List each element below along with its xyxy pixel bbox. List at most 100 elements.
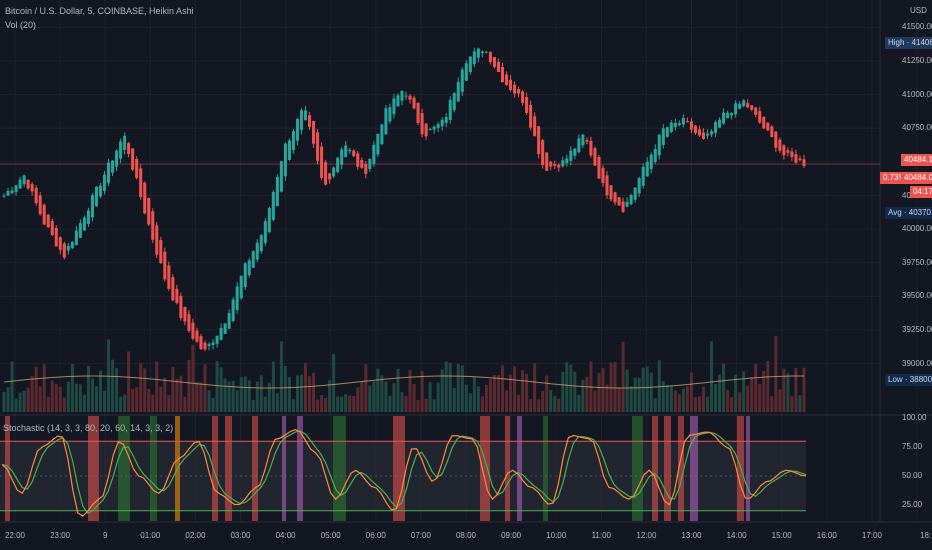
volume-bar (98, 370, 102, 412)
volume-bar (726, 390, 730, 412)
time-axis-label: 13:00 (681, 531, 702, 540)
volume-bar (613, 362, 617, 412)
candle-body (227, 313, 231, 329)
candle-body (171, 277, 175, 301)
candle-body (295, 119, 299, 141)
volume-bar (235, 390, 239, 412)
volume-bar (706, 396, 710, 412)
volume-bar (432, 399, 436, 412)
candle-body (328, 173, 332, 180)
stoch-highlight-zone (212, 416, 218, 521)
candle-body (94, 186, 98, 207)
volume-bar (496, 375, 500, 412)
volume-bar (6, 387, 10, 412)
candle-body (299, 110, 304, 130)
stochastic-legend[interactable]: Stochastic (14, 3, 3, 80, 20, 60, 14, 3,… (3, 423, 174, 433)
candle-body (10, 190, 14, 194)
symbol-legend[interactable]: Bitcoin / U.S. Dollar, 5, COINBASE, Heik… (5, 6, 194, 16)
candle-body (673, 122, 677, 128)
candle-body (30, 184, 34, 192)
volume-bar (175, 378, 179, 412)
candle-body (750, 105, 754, 110)
candle-body (263, 221, 267, 244)
volume-bar (790, 396, 794, 412)
candle-body (308, 115, 312, 127)
price-axis-label: 40750.00 (902, 123, 932, 133)
volume-bar (758, 384, 762, 412)
volume-bar (452, 387, 456, 412)
volume-bar (605, 384, 609, 412)
candle-body (585, 140, 589, 142)
candle-body (589, 140, 593, 156)
candle-body (762, 116, 766, 129)
stoch-k-line (1, 428, 807, 517)
volume-bar (553, 396, 557, 412)
candle-body (581, 134, 585, 146)
volume-bar (782, 368, 786, 412)
time-axis-label: 07:00 (410, 531, 431, 540)
candle-body (380, 124, 384, 145)
candle-body (82, 217, 86, 231)
candle-body (730, 113, 734, 116)
candle-body (26, 179, 30, 189)
candle-body (464, 63, 468, 81)
volume-bar (14, 398, 18, 412)
volume-bar (30, 376, 34, 412)
volume-bar (312, 372, 316, 412)
volume-bar (677, 394, 681, 412)
volume-bar (183, 396, 187, 412)
volume-bar (770, 396, 774, 412)
candle-body (70, 241, 74, 249)
stoch-highlight-zone (652, 416, 658, 521)
candle-body (790, 151, 794, 158)
candle-body (22, 175, 26, 185)
candle-body (484, 51, 488, 53)
candle-body (500, 66, 505, 83)
candle-body (436, 124, 440, 129)
volume-bar (621, 341, 625, 412)
volume-bar (484, 384, 488, 412)
candle-body (183, 306, 187, 322)
candle-body (633, 187, 637, 200)
candle-body (167, 265, 171, 289)
candle-body (758, 111, 762, 123)
stoch-axis-label: 50.00 (902, 471, 923, 480)
volume-legend[interactable]: Vol (20) (5, 20, 37, 30)
volume-bar (424, 398, 428, 412)
candle-body (58, 237, 62, 250)
stoch-highlight-zone (678, 416, 684, 521)
candle-body (283, 143, 287, 177)
candle-body (231, 299, 235, 321)
countdown-badge: 04:17 (910, 186, 932, 198)
candle-body (324, 162, 328, 185)
volume-bar (380, 375, 384, 412)
candle-body (786, 150, 790, 153)
volume-bar (348, 395, 352, 412)
volume-bar (774, 335, 778, 412)
volume-bar (641, 367, 645, 412)
volume-bar (50, 380, 54, 412)
volume-bar (734, 374, 738, 412)
time-axis-label: 18: (920, 531, 932, 540)
candle-body (444, 117, 448, 123)
volume-bar (585, 376, 589, 412)
stoch-highlight-zone (543, 416, 548, 521)
volume-bar (625, 369, 629, 412)
volume-bar (267, 382, 271, 412)
time-axis-label: 01:00 (140, 531, 161, 540)
candle-body (78, 223, 82, 238)
volume-bar (710, 341, 714, 412)
candle-body (271, 191, 275, 221)
volume-bar (159, 386, 163, 412)
candle-body (448, 100, 452, 120)
last-price-badge: 40484.15 (901, 154, 932, 166)
candle-body (356, 153, 360, 167)
stoch-highlight-zone (252, 416, 258, 521)
avg-badge-label: Avg (888, 208, 902, 217)
volume-bar (340, 396, 344, 412)
candle-body (267, 208, 271, 233)
volume-bar (103, 390, 107, 412)
volume-bar (336, 396, 340, 412)
candle-body (115, 150, 119, 167)
